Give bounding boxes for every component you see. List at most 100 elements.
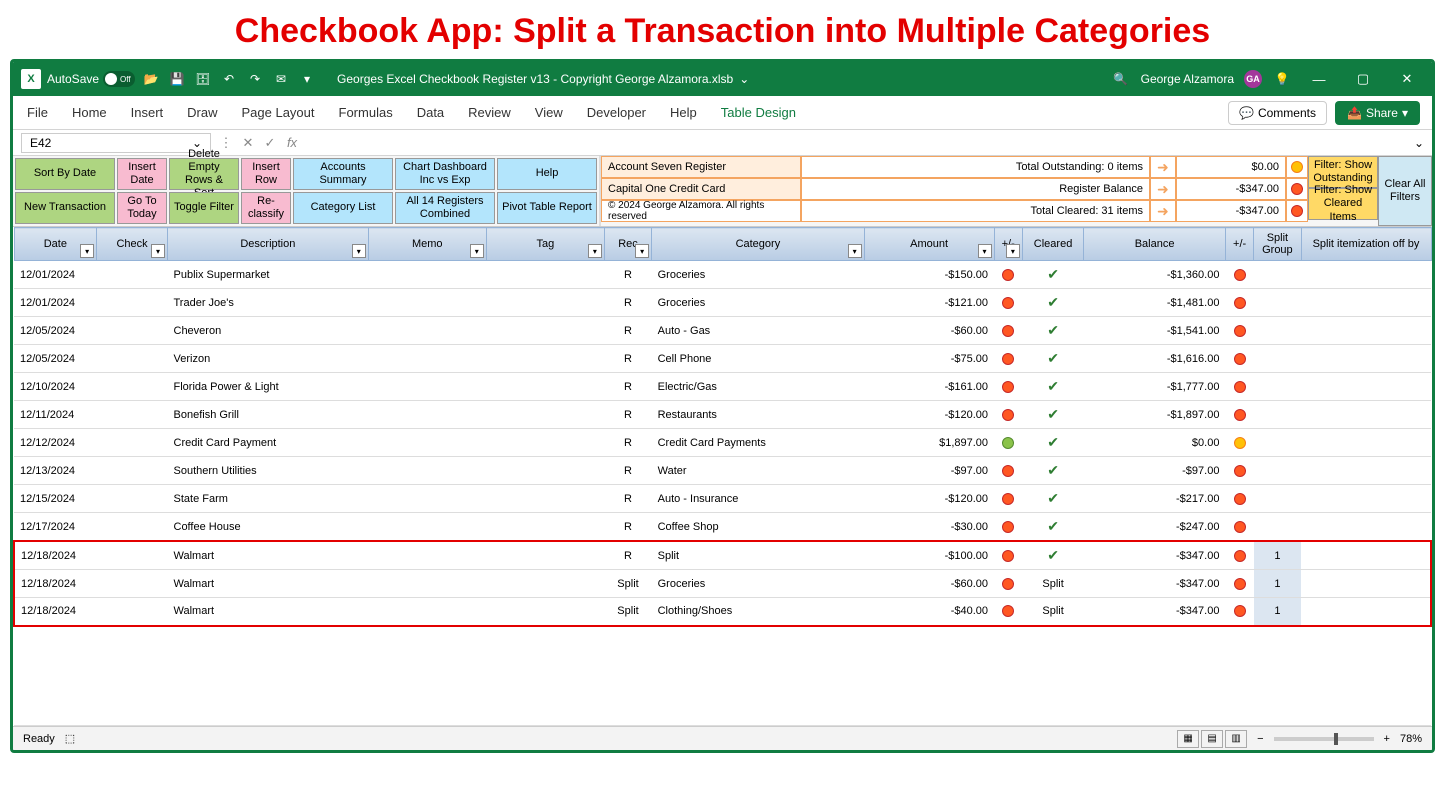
table-cell[interactable] [97, 570, 168, 598]
table-cell[interactable]: R [604, 541, 651, 570]
table-cell[interactable]: ✔ [1022, 485, 1083, 513]
column-header[interactable]: Split itemization off by [1301, 228, 1431, 261]
table-cell[interactable]: -$150.00 [864, 261, 994, 289]
table-cell[interactable]: Restaurants [652, 401, 865, 429]
table-cell[interactable] [486, 598, 604, 626]
table-cell[interactable]: Split [604, 598, 651, 626]
table-cell[interactable] [97, 261, 168, 289]
table-cell[interactable] [994, 457, 1022, 485]
table-cell[interactable] [1225, 373, 1253, 401]
table-cell[interactable]: 12/15/2024 [14, 485, 97, 513]
table-cell[interactable] [1225, 261, 1253, 289]
table-cell[interactable]: ✔ [1022, 513, 1083, 542]
sort-by-date-button[interactable]: Sort By Date [15, 158, 115, 190]
table-row[interactable]: 12/11/2024Bonefish GrillRRestaurants-$12… [14, 401, 1431, 429]
table-row[interactable]: 12/01/2024Publix SupermarketRGroceries-$… [14, 261, 1431, 289]
ribbon-tab-draw[interactable]: Draw [185, 99, 219, 126]
table-cell[interactable]: ✔ [1022, 317, 1083, 345]
table-cell[interactable] [368, 373, 486, 401]
table-cell[interactable]: Verizon [168, 345, 369, 373]
ribbon-tab-review[interactable]: Review [466, 99, 513, 126]
chart-dashboard-inc-vs-exp-button[interactable]: Chart Dashboard Inc vs Exp [395, 158, 495, 190]
table-cell[interactable]: -$120.00 [864, 485, 994, 513]
table-cell[interactable]: 12/01/2024 [14, 261, 97, 289]
filter-dropdown-icon[interactable]: ▾ [470, 244, 484, 258]
save-alt-icon[interactable]: 🗄 [193, 69, 213, 89]
table-cell[interactable] [994, 570, 1022, 598]
table-cell[interactable] [97, 457, 168, 485]
table-row[interactable]: 12/17/2024Coffee HouseRCoffee Shop-$30.0… [14, 513, 1431, 542]
filter-dropdown-icon[interactable]: ▾ [978, 244, 992, 258]
table-cell[interactable]: 12/12/2024 [14, 429, 97, 457]
table-cell[interactable]: -$1,481.00 [1084, 289, 1226, 317]
table-cell[interactable] [486, 457, 604, 485]
table-cell[interactable]: -$100.00 [864, 541, 994, 570]
accessibility-icon[interactable]: ⬚ [65, 732, 75, 745]
table-cell[interactable]: -$60.00 [864, 317, 994, 345]
table-cell[interactable] [1225, 457, 1253, 485]
table-cell[interactable] [994, 345, 1022, 373]
table-cell[interactable]: Florida Power & Light [168, 373, 369, 401]
table-cell[interactable]: -$40.00 [864, 598, 994, 626]
table-cell[interactable] [486, 345, 604, 373]
table-cell[interactable] [97, 485, 168, 513]
table-cell[interactable] [368, 345, 486, 373]
table-cell[interactable] [486, 289, 604, 317]
table-cell[interactable] [486, 373, 604, 401]
table-cell[interactable]: 1 [1254, 598, 1301, 626]
table-cell[interactable]: Auto - Insurance [652, 485, 865, 513]
table-cell[interactable]: R [604, 345, 651, 373]
table-row[interactable]: 12/13/2024Southern UtilitiesRWater-$97.0… [14, 457, 1431, 485]
table-cell[interactable] [97, 513, 168, 542]
ribbon-tab-insert[interactable]: Insert [129, 99, 166, 126]
table-cell[interactable]: -$1,360.00 [1084, 261, 1226, 289]
table-cell[interactable]: Split [1022, 570, 1083, 598]
avatar[interactable]: GA [1244, 70, 1262, 88]
ribbon-tab-formulas[interactable]: Formulas [337, 99, 395, 126]
table-cell[interactable]: Groceries [652, 570, 865, 598]
table-cell[interactable] [486, 261, 604, 289]
table-cell[interactable]: -$217.00 [1084, 485, 1226, 513]
table-cell[interactable]: R [604, 289, 651, 317]
redo-icon[interactable]: ↷ [245, 69, 265, 89]
table-cell[interactable]: R [604, 261, 651, 289]
table-cell[interactable] [1225, 429, 1253, 457]
column-header[interactable]: +/- [1225, 228, 1253, 261]
column-header[interactable]: Cleared [1022, 228, 1083, 261]
table-row[interactable]: 12/01/2024Trader Joe'sRGroceries-$121.00… [14, 289, 1431, 317]
ribbon-tab-developer[interactable]: Developer [585, 99, 648, 126]
table-cell[interactable] [486, 317, 604, 345]
table-cell[interactable]: -$347.00 [1084, 598, 1226, 626]
table-cell[interactable] [1225, 541, 1253, 570]
zoom-slider[interactable] [1274, 737, 1374, 741]
table-cell[interactable] [1301, 317, 1431, 345]
table-cell[interactable] [1254, 401, 1301, 429]
table-cell[interactable]: R [604, 513, 651, 542]
table-cell[interactable]: R [604, 485, 651, 513]
dropdown-icon[interactable]: ▾ [297, 69, 317, 89]
table-cell[interactable] [1225, 570, 1253, 598]
table-cell[interactable] [368, 457, 486, 485]
table-cell[interactable] [1254, 317, 1301, 345]
table-cell[interactable]: -$347.00 [1084, 570, 1226, 598]
table-cell[interactable] [1254, 429, 1301, 457]
table-cell[interactable]: Electric/Gas [652, 373, 865, 401]
maximize-button[interactable]: ▢ [1346, 67, 1380, 91]
table-cell[interactable]: ✔ [1022, 261, 1083, 289]
filter-show-cleared-button[interactable]: Filter: Show Cleared Items [1308, 188, 1378, 220]
table-cell[interactable]: $0.00 [1084, 429, 1226, 457]
insert-date-button[interactable]: Insert Date [117, 158, 167, 190]
table-cell[interactable]: -$1,616.00 [1084, 345, 1226, 373]
table-cell[interactable] [368, 429, 486, 457]
search-icon[interactable]: 🔍 [1111, 69, 1131, 89]
table-cell[interactable]: ✔ [1022, 289, 1083, 317]
table-cell[interactable]: -$60.00 [864, 570, 994, 598]
table-cell[interactable] [1301, 457, 1431, 485]
table-cell[interactable] [1254, 261, 1301, 289]
table-cell[interactable]: -$1,897.00 [1084, 401, 1226, 429]
zoom-level[interactable]: 78% [1400, 733, 1422, 745]
table-cell[interactable] [368, 541, 486, 570]
table-cell[interactable]: -$30.00 [864, 513, 994, 542]
table-cell[interactable]: -$161.00 [864, 373, 994, 401]
table-cell[interactable]: R [604, 373, 651, 401]
